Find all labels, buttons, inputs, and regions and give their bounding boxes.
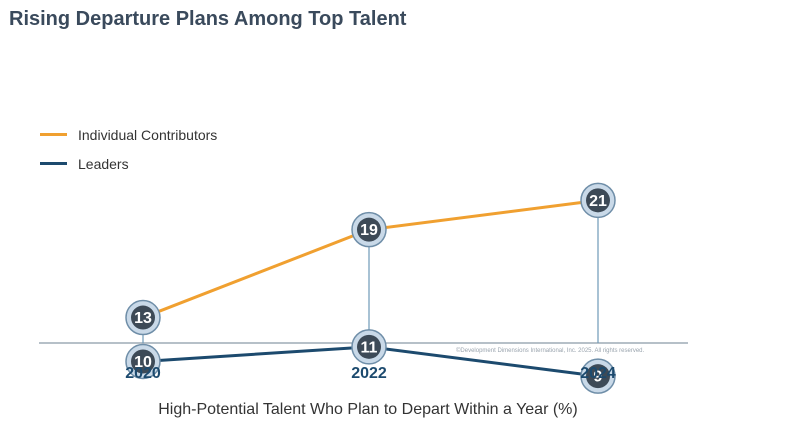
data-label-leaders-2020: 10 (134, 354, 152, 371)
copyright-notice: ©Development Dimensions International, I… (456, 348, 645, 354)
legend-item-individual-contributors: Individual Contributors (40, 120, 217, 149)
x-tick-label-2022: 2022 (351, 365, 387, 382)
marker-dot-leaders-2020 (131, 349, 155, 374)
data-label-individual-contributors-2024: 21 (589, 193, 607, 210)
data-label-individual-contributors-2020: 13 (134, 310, 152, 327)
x-tick-label-2020: 2020 (125, 365, 161, 382)
marker-dot-individual-contributors-2022 (357, 217, 381, 242)
marker-dot-individual-contributors-2020 (131, 305, 155, 330)
legend-label-leaders: Leaders (78, 155, 129, 172)
marker-dot-leaders-2022 (357, 334, 381, 359)
x-tick-label-2024: 2024 (580, 365, 616, 382)
legend-label-individual-contributors: Individual Contributors (78, 126, 218, 143)
legend: Individual Contributors Leaders (40, 120, 217, 178)
data-label-leaders-2024: 9 (594, 369, 603, 386)
data-label-individual-contributors-2022: 19 (360, 222, 378, 239)
x-axis-title: High-Potential Talent Who Plan to Depart… (158, 401, 578, 418)
marker-dot-individual-contributors-2024 (586, 188, 610, 213)
data-label-leaders-2022: 11 (361, 339, 378, 356)
legend-swatch-leaders (40, 162, 67, 165)
legend-item-leaders: Leaders (40, 149, 217, 178)
legend-swatch-individual-contributors (40, 133, 67, 136)
chart-title: Rising Departure Plans Among Top Talent (9, 8, 407, 30)
marker-dot-leaders-2024 (586, 364, 610, 389)
